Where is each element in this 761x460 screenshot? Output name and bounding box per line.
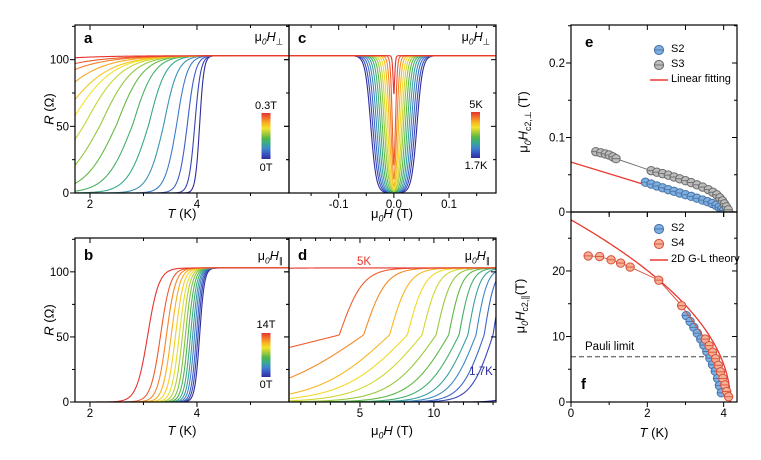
panel-b-colorbar-max-label: 14T xyxy=(256,319,276,331)
panel-f-y-axis-title: μ0Hc2,∥(T) xyxy=(512,278,531,334)
panel-a-curve-9 xyxy=(75,55,289,140)
panel-e-plot: 0 0.1 0.2 xyxy=(549,24,738,219)
panel-e-y-tick-label: 0.1 xyxy=(549,132,565,144)
panel-d-frame xyxy=(288,237,497,403)
panel-e-y-tick-label: 0.2 xyxy=(549,58,565,70)
panel-d-curve-7 xyxy=(289,267,496,402)
panel-a-data-area xyxy=(75,55,289,193)
panel-e-letter: e xyxy=(585,34,594,51)
panel-c-plot: -0.1 0.0 0.1 xyxy=(284,24,497,211)
panel-b-plot: 2 4 0 50 100 xyxy=(50,237,290,420)
panel-b-x-tick-label: 4 xyxy=(194,408,201,420)
panel-b-field-label: μ0H∥ xyxy=(257,249,283,266)
panel-d-data-area xyxy=(289,267,496,402)
legend-e-s2-label: S2 xyxy=(671,43,685,55)
panel-f-x-tick-label: 2 xyxy=(644,408,650,420)
panel-c-field-label: μ0H⊥ xyxy=(461,30,490,47)
panel-c-x-axis-title: μ0H (T) xyxy=(370,206,414,224)
legend-f-s2-label: S2 xyxy=(671,222,685,234)
panel-a-curve-12 xyxy=(75,55,289,83)
panel-b-y-tick-label: 0 xyxy=(63,397,69,409)
panel-d-plot: 5 10 xyxy=(284,237,497,420)
panel-d-x-tick-label: 5 xyxy=(357,408,363,420)
panel-b-data-area xyxy=(75,267,289,402)
legend-e-s3-label: S3 xyxy=(671,58,685,70)
panel-c-x-tick-label: -0.1 xyxy=(329,199,349,211)
panel-b-letter: b xyxy=(84,247,94,264)
panel-d-curve-1 xyxy=(289,316,496,402)
panel-c-curve-13 xyxy=(289,55,496,95)
panel-e-y-axis-title: μ0Hc2,⊥ (T) xyxy=(515,91,534,153)
panel-d-5k-annotation: 5K xyxy=(356,256,372,268)
panel-a-y-tick-label: 100 xyxy=(50,55,69,67)
panel-f-data-area xyxy=(571,219,737,402)
panel-d-curve-4 xyxy=(289,268,496,402)
panel-a-curve-13 xyxy=(75,55,289,71)
panel-e-y-tick-label: 0 xyxy=(559,207,565,219)
panel-d-1p7k-annotation: 1.7K xyxy=(469,366,493,378)
panel-f-y-tick-label: 0 xyxy=(559,397,565,409)
panel-e-data-area xyxy=(571,146,735,212)
panel-d-x-axis-title: μ0H (T) xyxy=(370,423,414,441)
panel-c-x-tick-label: 0.0 xyxy=(386,199,402,211)
panel-f-x-tick-label: 4 xyxy=(720,408,727,420)
legend-e-linear-fitting-label: Linear fitting xyxy=(671,73,731,85)
panel-f-x-axis-title: T (K) xyxy=(639,425,669,440)
panel-c-x-tick-label: 0.1 xyxy=(441,199,457,211)
legend-f-gl-theory-label: 2D G-L theory xyxy=(671,253,740,265)
panel-d-curve-3 xyxy=(289,271,496,402)
panel-d-curve-10 xyxy=(289,267,496,395)
gl-theory-curve xyxy=(571,219,732,402)
panel-c-colorbar-max-label: 5K xyxy=(469,99,483,111)
panel-b-colorbar xyxy=(261,333,271,377)
panel-a-x-axis-title: T (K) xyxy=(167,206,197,221)
panel-a-y-tick-label: 50 xyxy=(56,121,69,133)
panel-a-x-tick-label: 2 xyxy=(87,199,93,211)
panel-f-x-tick-label: 0 xyxy=(568,408,574,420)
panel-c-letter: c xyxy=(298,30,307,47)
panel-a-colorbar xyxy=(261,113,271,159)
panel-a-y-axis-title: R (Ω) xyxy=(41,93,57,125)
panel-f-frame xyxy=(570,211,738,403)
panel-f-y-tick-label: 10 xyxy=(552,331,565,343)
panel-f-letter: f xyxy=(581,376,586,393)
panel-a-y-tick-label: 0 xyxy=(63,188,69,200)
panel-d-curve-8 xyxy=(289,267,496,402)
panel-f-y-tick-label: 20 xyxy=(552,266,565,278)
panel-d-curve-6 xyxy=(289,267,496,402)
panel-b-y-tick-label: 100 xyxy=(50,267,69,279)
panel-d-field-label: μ0H∥ xyxy=(464,249,490,266)
panel-b-colorbar-min-label: 0T xyxy=(259,379,273,391)
panel-d-letter: d xyxy=(298,247,308,264)
panel-a-curve-15 xyxy=(75,55,289,59)
panel-c-data-area xyxy=(289,55,496,193)
panel-a-plot: 2 4 0 50 100 xyxy=(50,24,290,211)
panel-c-colorbar xyxy=(471,112,480,158)
panel-a-letter: a xyxy=(84,30,93,47)
panel-c-frame xyxy=(288,24,497,194)
panel-d-x-tick-label: 10 xyxy=(428,408,441,420)
panel-d-curve-5 xyxy=(289,267,496,402)
panel-f-plot: 0 2 4 0 10 20 xyxy=(552,211,738,420)
panel-b-y-axis-title: R (Ω) xyxy=(41,304,57,336)
panel-b-x-axis-title: T (K) xyxy=(167,423,197,438)
panel-b-y-tick-label: 50 xyxy=(56,332,69,344)
panel-a-colorbar-min-label: 0T xyxy=(259,162,273,174)
panel-a-colorbar-max-label: 0.3T xyxy=(254,100,278,112)
series-S2-markers xyxy=(640,177,729,212)
panel-a-x-tick-label: 4 xyxy=(194,199,201,211)
panel-b-x-tick-label: 2 xyxy=(87,408,93,420)
legend-f-s4-label: S4 xyxy=(671,237,685,249)
panel-a-field-label: μ0H⊥ xyxy=(254,30,283,47)
pauli-limit-label: Pauli limit xyxy=(585,341,635,353)
series-S3-markers xyxy=(591,146,733,212)
series-S4-markers xyxy=(583,251,734,402)
panel-c-colorbar-min-label: 1.7K xyxy=(464,160,488,172)
